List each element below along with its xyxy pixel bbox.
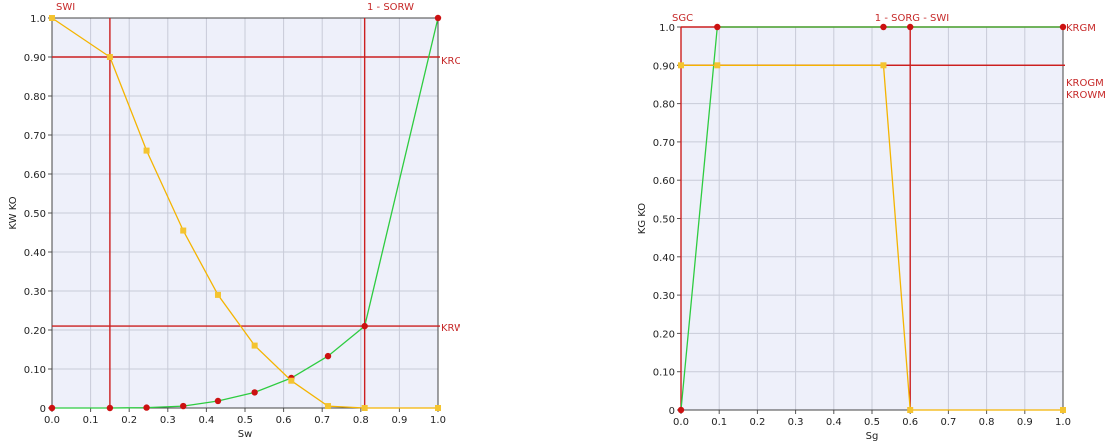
y-tick-label: 0.20	[24, 326, 46, 337]
series-2-point	[49, 15, 55, 21]
chart-sg: 0.0 0.1 0.2 0.3 0.4 0.5 0.6 0.7 0.8 0.9 1.0 0 0.10 0.…	[610, 0, 1110, 447]
reference-line-label: KROGM	[1066, 78, 1104, 89]
x-tick-label: 0.9	[391, 415, 407, 426]
series-2-point	[435, 405, 441, 411]
series-2-point	[288, 377, 295, 384]
reference-line-label: KRGM	[1066, 23, 1096, 34]
y-tick-label: 0.30	[24, 287, 46, 298]
series-2-point	[214, 291, 221, 298]
series-1-point	[106, 404, 114, 412]
series-2-point	[251, 342, 258, 349]
y-tick-label: 0.60	[653, 176, 675, 187]
series-1-point	[361, 322, 368, 330]
x-tick-label: 0.4	[198, 415, 214, 426]
series-2-point	[678, 62, 684, 69]
x-tick-label: 0.3	[788, 417, 804, 428]
y-tick-label: 1.0	[659, 23, 675, 34]
x-axis-title: Sg	[866, 431, 879, 442]
y-tick-label: 0.10	[24, 365, 46, 376]
y-tick-label: 0.80	[24, 92, 46, 103]
series-1-point	[677, 406, 685, 414]
y-tick-label: 0.50	[653, 215, 675, 226]
x-tick-label: 0.6	[902, 417, 918, 428]
x-tick-label: 0.0	[44, 415, 60, 426]
series-2-point	[1060, 407, 1066, 413]
series-1-point	[880, 23, 887, 31]
series-1-point	[143, 404, 150, 411]
reference-line-label: KROWM	[441, 56, 460, 67]
series-1-point	[251, 389, 258, 396]
x-tick-label: 0.0	[673, 417, 689, 428]
x-tick-label: 0.4	[826, 417, 842, 428]
x-tick-label: 0.2	[121, 415, 137, 426]
x-tick-label: 0.7	[314, 415, 330, 426]
chart-sw-svg: 0.0 0.1 0.2 0.3 0.4 0.5 0.6 0.7 0.8 0.9 1.0 0 0.10 0.…	[8, 2, 460, 440]
series-1-point	[324, 352, 332, 360]
series-2-point	[907, 407, 914, 413]
series-1-point	[214, 397, 222, 405]
x-tick-label: 0.7	[940, 417, 956, 428]
series-2-point	[106, 54, 113, 60]
reference-line-label: SGC	[672, 13, 693, 24]
reference-line-label: KRWM	[441, 323, 460, 334]
series-1-point	[1059, 23, 1067, 31]
y-tick-label: 0.10	[653, 368, 675, 379]
y-tick-label: 0.70	[24, 131, 46, 142]
x-tick-label: 0.1	[711, 417, 727, 428]
x-tick-label: 0.5	[237, 415, 253, 426]
series-1-point	[180, 402, 187, 410]
x-tick-label: 1.0	[1055, 417, 1071, 428]
y-tick-label: 0.80	[653, 100, 675, 111]
reference-line-label: KROWM	[1066, 90, 1106, 101]
plot-border	[51, 17, 439, 409]
x-tick-label: 0.8	[979, 417, 995, 428]
x-tick-label: 0.5	[864, 417, 880, 428]
y-tick-label: 0	[40, 404, 46, 415]
series-line-2	[51, 17, 438, 409]
series-line-1	[52, 17, 439, 409]
y-axis-title: KW KO	[8, 196, 19, 229]
y-tick-label: 0	[669, 406, 675, 417]
reference-line-label: SWI	[56, 2, 75, 13]
series-2-point	[180, 227, 187, 234]
series-2-point	[714, 62, 721, 69]
x-tick-label: 0.8	[353, 415, 369, 426]
x-tick-label: 0.6	[276, 415, 292, 426]
x-tick-label: 0.3	[160, 415, 176, 426]
x-tick-label: 1.0	[430, 415, 446, 426]
series-2-point	[880, 62, 887, 69]
series-1-point	[48, 404, 56, 412]
series-1-point	[907, 23, 914, 31]
y-tick-label: 0.90	[653, 61, 675, 72]
series-2-point	[143, 147, 150, 154]
y-tick-label: 0.50	[24, 209, 46, 220]
y-tick-label: 0.60	[24, 170, 46, 181]
chart-sw: 0.0 0.1 0.2 0.3 0.4 0.5 0.6 0.7 0.8 0.9 1.0 0 0.10 0.…	[0, 0, 460, 447]
y-tick-label: 1.0	[30, 14, 46, 25]
y-tick-label: 0.40	[653, 253, 675, 264]
x-axis-title: Sw	[238, 429, 253, 440]
y-tick-label: 0.70	[653, 138, 675, 149]
chart-sg-svg: 0.0 0.1 0.2 0.3 0.4 0.5 0.6 0.7 0.8 0.9 1.0 0 0.10 0.…	[637, 13, 1106, 442]
x-tick-label: 0.9	[1017, 417, 1033, 428]
y-axis-title: KG KO	[637, 203, 648, 234]
y-tick-label: 0.40	[24, 248, 46, 259]
reference-line-label: 1 - SORG - SWI	[875, 13, 949, 24]
series-1-point	[434, 14, 442, 22]
series-2-point	[324, 403, 331, 410]
series-1-point	[714, 23, 721, 31]
y-tick-label: 0.20	[653, 329, 675, 340]
x-tick-label: 0.2	[749, 417, 765, 428]
y-tick-label: 0.30	[653, 291, 675, 302]
y-tick-label: 0.90	[24, 53, 46, 64]
x-tick-label: 0.1	[83, 415, 99, 426]
reference-line-label: 1 - SORW	[367, 2, 414, 13]
series-2-point	[361, 405, 368, 411]
